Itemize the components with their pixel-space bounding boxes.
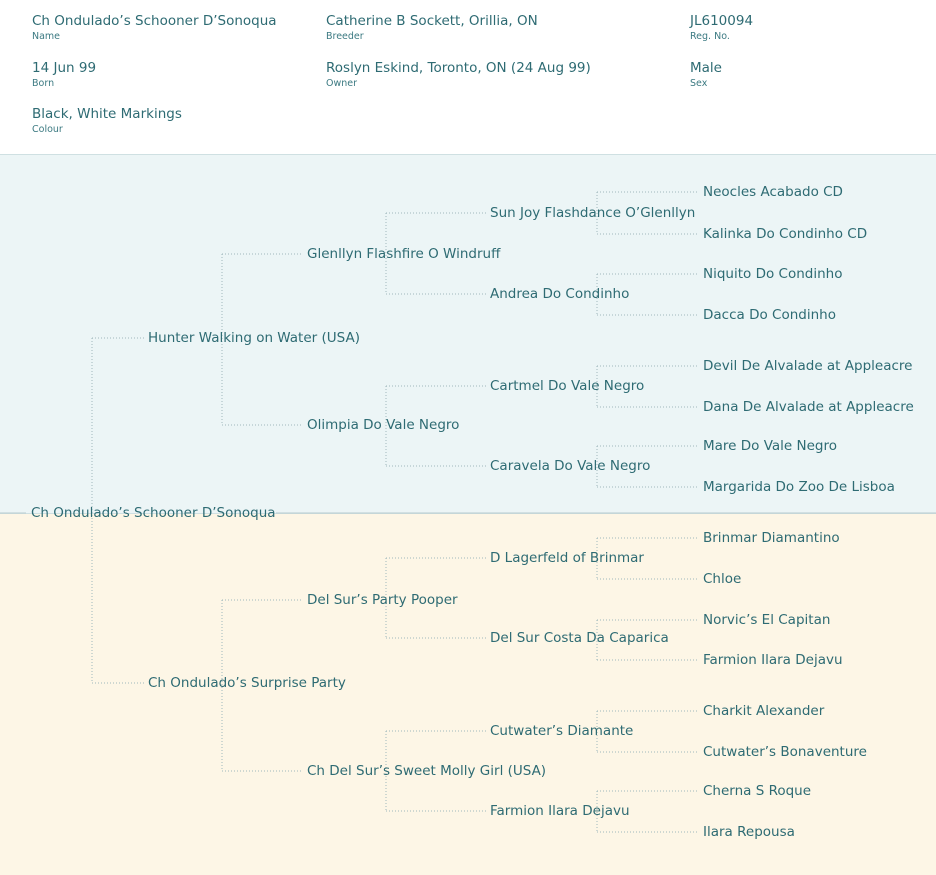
gen4-ancestor[interactable]: Brinmar Diamantino xyxy=(703,530,840,546)
dam-side-band xyxy=(0,513,936,875)
gen4-ancestor[interactable]: Ilara Repousa xyxy=(703,824,795,840)
gen3-ancestor[interactable]: Andrea Do Condinho xyxy=(490,286,630,302)
gen4-ancestor[interactable]: Devil De Alvalade at Appleacre xyxy=(703,358,913,374)
name-field: Ch Ondulado’s Schooner D’Sonoqua Name xyxy=(32,13,277,43)
name-label: Name xyxy=(32,31,61,42)
reg-no-field: JL610094 Reg. No. xyxy=(690,13,753,43)
colour-field: Black, White Markings Colour xyxy=(32,106,182,136)
gen4-ancestor[interactable]: Neocles Acabado CD xyxy=(703,184,843,200)
gen4-ancestor[interactable]: Chloe xyxy=(703,571,742,587)
gen3-ancestor[interactable]: Cartmel Do Vale Negro xyxy=(490,378,645,394)
gen4-ancestor[interactable]: Kalinka Do Condinho CD xyxy=(703,226,868,242)
gen3-ancestor[interactable]: Sun Joy Flashdance O’Glenllyn xyxy=(490,205,696,221)
breeder-label: Breeder xyxy=(326,31,364,42)
gen4-ancestor[interactable]: Cutwater’s Bonaventure xyxy=(703,744,867,760)
sire-dam-name[interactable]: Olimpia Do Vale Negro xyxy=(307,417,460,433)
dam-sire-name[interactable]: Del Sur’s Party Pooper xyxy=(307,592,458,608)
gen3-ancestor[interactable]: Farmion Ilara Dejavu xyxy=(490,803,630,819)
gen4-ancestor[interactable]: Cherna S Roque xyxy=(703,783,812,799)
sire-name[interactable]: Hunter Walking on Water (USA) xyxy=(148,330,360,346)
gen4-ancestor[interactable]: Dacca Do Condinho xyxy=(703,307,836,323)
gen4-ancestor[interactable]: Charkit Alexander xyxy=(703,703,825,719)
colour-label: Colour xyxy=(32,124,63,135)
name-value: Ch Ondulado’s Schooner D’Sonoqua xyxy=(32,13,277,29)
gen4-ancestor[interactable]: Farmion Ilara Dejavu xyxy=(703,652,843,668)
gen4-ancestor[interactable]: Margarida Do Zoo De Lisboa xyxy=(703,479,895,495)
gen4-ancestor[interactable]: Norvic’s El Capitan xyxy=(703,612,831,628)
subject-name[interactable]: Ch Ondulado’s Schooner D’Sonoqua xyxy=(31,505,276,521)
owner-value: Roslyn Eskind, Toronto, ON (24 Aug 99) xyxy=(326,60,591,76)
sex-label: Sex xyxy=(690,78,708,89)
gen3-ancestor[interactable]: Cutwater’s Diamante xyxy=(490,723,634,739)
sire-side-band xyxy=(0,154,936,514)
born-label: Born xyxy=(32,78,55,89)
gen4-ancestor[interactable]: Dana De Alvalade at Appleacre xyxy=(703,399,914,415)
gen3-ancestor[interactable]: Caravela Do Vale Negro xyxy=(490,458,651,474)
breeder-value: Catherine B Sockett, Orillia, ON xyxy=(326,13,538,29)
gen3-ancestor[interactable]: Del Sur Costa Da Caparica xyxy=(490,630,669,646)
gen4-ancestor[interactable]: Niquito Do Condinho xyxy=(703,266,843,282)
owner-field: Roslyn Eskind, Toronto, ON (24 Aug 99) O… xyxy=(326,60,591,90)
reg-no-value: JL610094 xyxy=(690,13,754,29)
gen3-ancestor[interactable]: D Lagerfeld of Brinmar xyxy=(490,550,644,566)
born-field: 14 Jun 99 Born xyxy=(32,60,96,90)
colour-value: Black, White Markings xyxy=(32,106,182,122)
sire-sire-name[interactable]: Glenllyn Flashfire O Windruff xyxy=(307,246,501,262)
breeder-field: Catherine B Sockett, Orillia, ON Breeder xyxy=(326,13,538,43)
gen4-ancestor[interactable]: Mare Do Vale Negro xyxy=(703,438,838,454)
sex-field: Male Sex xyxy=(690,60,722,90)
born-value: 14 Jun 99 xyxy=(32,60,97,76)
sex-value: Male xyxy=(690,60,722,76)
reg-no-label: Reg. No. xyxy=(690,31,730,42)
dam-dam-name[interactable]: Ch Del Sur’s Sweet Molly Girl (USA) xyxy=(307,763,547,779)
dam-name[interactable]: Ch Ondulado’s Surprise Party xyxy=(148,675,346,691)
owner-label: Owner xyxy=(326,78,358,89)
